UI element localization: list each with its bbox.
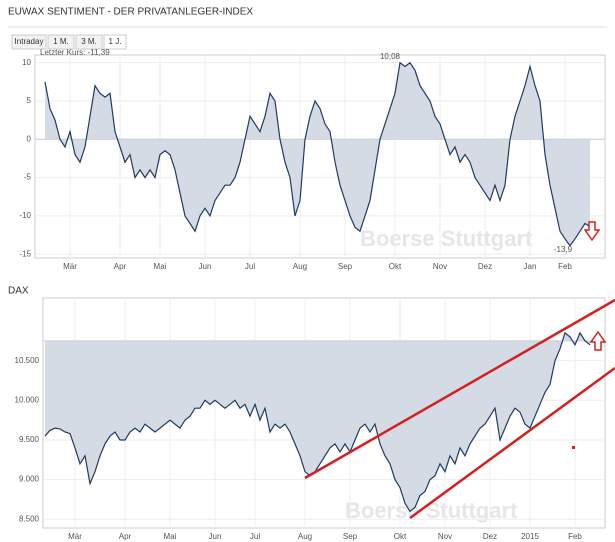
x-tick-label: Aug — [293, 262, 307, 271]
x-tick-label: Apr — [119, 532, 132, 541]
range-button[interactable] — [11, 34, 47, 50]
arrow-down — [583, 221, 601, 242]
range-button[interactable] — [75, 34, 103, 50]
x-tick-label: Jan — [524, 262, 537, 271]
annotation: 10,08 — [380, 52, 401, 61]
range-button[interactable] — [103, 34, 127, 50]
x-tick-label: Mär — [68, 532, 82, 541]
x-tick-label: Jul — [245, 262, 255, 271]
x-tick-label: 2015 — [521, 532, 539, 541]
x-tick-label: Apr — [114, 262, 127, 271]
x-tick-label: Nov — [433, 262, 447, 271]
chart-title: DAX — [8, 286, 29, 297]
x-tick-label: Sep — [343, 532, 358, 541]
watermark: Boerse Stuttgart — [360, 226, 533, 251]
x-tick-label: Dez — [483, 532, 497, 541]
y-tick-label: 10 — [22, 58, 31, 67]
y-tick-label: 9.000 — [19, 475, 40, 484]
y-tick-label: 5 — [27, 96, 32, 105]
arrow-up — [589, 330, 607, 351]
x-tick-label: Mär — [63, 262, 77, 271]
x-tick-label: Feb — [568, 532, 582, 541]
x-tick-label: Dez — [478, 262, 492, 271]
y-tick-label: -5 — [24, 173, 32, 182]
range-button-label[interactable]: 1 M. — [53, 37, 69, 46]
x-tick-label: Jul — [250, 532, 260, 541]
x-tick-label: Feb — [558, 262, 572, 271]
x-tick-label: Aug — [298, 532, 312, 541]
trend-line — [409, 366, 615, 520]
x-tick-label: Mai — [164, 532, 177, 541]
x-tick-label: Okt — [394, 532, 407, 541]
range-button-label[interactable]: 1 J. — [109, 37, 122, 46]
x-tick-label: Okt — [389, 262, 402, 271]
y-tick-label: 10.500 — [15, 356, 40, 365]
x-tick-label: Nov — [438, 532, 452, 541]
y-tick-label: 8.500 — [19, 514, 40, 523]
y-tick-label: -15 — [19, 249, 31, 258]
y-tick-label: 0 — [27, 134, 32, 143]
annotation: -13,9 — [554, 245, 573, 254]
y-tick-label: 9.500 — [19, 435, 40, 444]
x-tick-label: Jun — [199, 262, 212, 271]
x-tick-label: Jun — [209, 532, 222, 541]
area — [45, 62, 590, 246]
range-button[interactable] — [47, 34, 75, 50]
y-tick-label: -10 — [19, 211, 31, 220]
x-tick-label: Mai — [154, 262, 167, 271]
trend-line — [304, 298, 615, 480]
range-button-label[interactable]: Intraday — [15, 37, 44, 46]
y-tick-label: 10.000 — [15, 395, 40, 404]
annotation: Letzter Kurs: -11,39 — [40, 48, 110, 57]
line — [44, 61, 591, 247]
marker — [572, 446, 575, 449]
range-button-label[interactable]: 3 M. — [81, 37, 97, 46]
line — [44, 331, 591, 513]
chart-title: EUWAX SENTIMENT - DER PRIVATANLEGER-INDE… — [8, 7, 253, 18]
area — [45, 332, 590, 512]
x-tick-label: Sep — [338, 262, 353, 271]
